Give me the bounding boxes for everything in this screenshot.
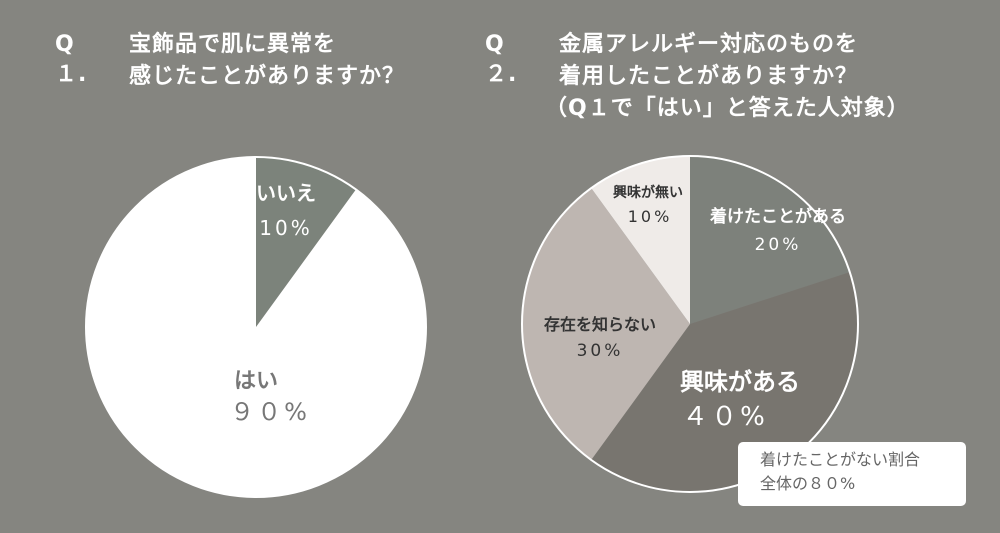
q1-title-line-2: 感じたことがありますか？ [129, 64, 406, 89]
pie2-slice-value: ４０% [682, 402, 768, 432]
pie1-outline [85, 156, 427, 498]
pie2-slice-label: 着けたことがある [709, 206, 846, 227]
pie2-slice-label: 興味がある [680, 368, 800, 396]
q2-title-line-1: 金属アレルギー対応のものを [559, 32, 859, 57]
pie2-slice-value: 20% [755, 235, 802, 255]
q2-title-line-2: 着用したことがありますか？ [559, 64, 859, 89]
pie2-slice-label: 存在を知らない [544, 315, 656, 334]
pie1-slice-label: いいえ [256, 181, 316, 205]
note-line-2: 全体の８０% [760, 474, 856, 493]
pie2-slice-2 [522, 188, 690, 460]
pie2-outline [521, 155, 859, 493]
pie2-slice-3 [591, 156, 690, 324]
pie2-slice-value: 30% [577, 341, 624, 361]
summary-note: 着けたことがない割合 全体の８０% [738, 442, 966, 506]
q2-number: Q２. [485, 32, 518, 87]
pie2-slice-0 [690, 156, 850, 324]
pie1-slice-label: はい [234, 369, 278, 394]
q1-title-line-1: 宝飾品で肌に異常を [129, 32, 337, 57]
pie1-slice-0 [256, 157, 356, 327]
pie2-slice-1 [591, 272, 858, 492]
pie2-slice-value: 10% [628, 207, 673, 226]
q1-number: Q１. [55, 32, 88, 87]
pie1-slice-value: 10% [259, 216, 312, 240]
pie1-slice-1 [86, 157, 427, 497]
q2-title-line-3: （Q１で「はい」と答えた人対象） [545, 96, 910, 121]
pie2-slice-label: 興味が無い [613, 184, 683, 201]
pie1-slice-value: ９０% [230, 398, 310, 426]
note-line-1: 着けたことがない割合 [760, 450, 921, 469]
